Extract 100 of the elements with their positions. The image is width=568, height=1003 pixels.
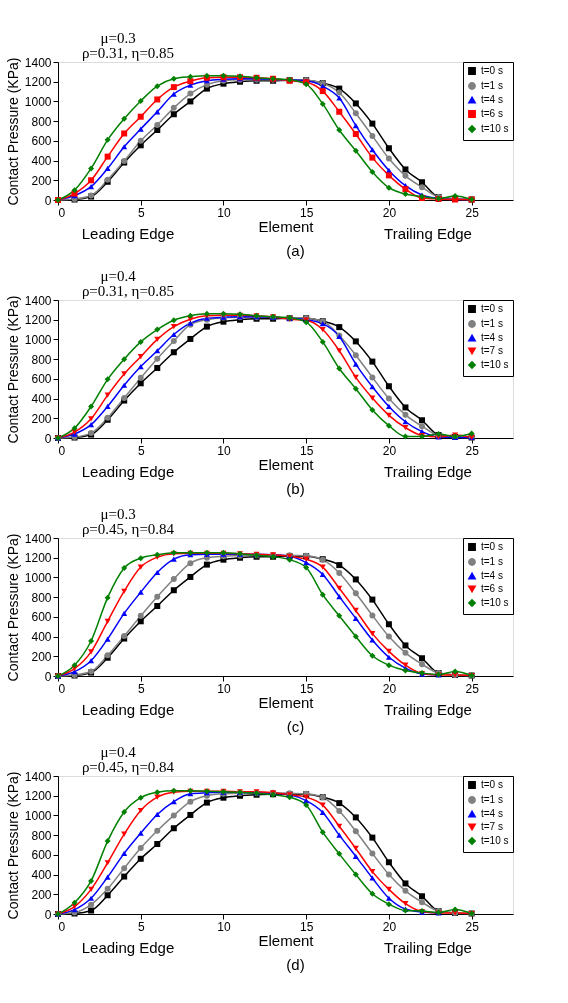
legend-label: t=1 s — [481, 80, 503, 91]
y-tick-label: 200 — [31, 887, 52, 902]
x-tick-label: 25 — [465, 681, 480, 696]
text: Trailing Edge — [384, 463, 472, 480]
legend-label: t=7 s — [481, 821, 503, 832]
y-tick-label: 1400 — [24, 531, 52, 546]
text: (c) — [286, 718, 305, 735]
y-tick-label: 0 — [44, 907, 52, 922]
legend-label: t=0 s — [481, 779, 503, 790]
x-tick-label: 15 — [300, 443, 314, 458]
text: ρ=0.45, η=0.84 — [81, 521, 175, 537]
x-tick-label: 0 — [58, 681, 66, 696]
y-tick-label: 1000 — [24, 94, 52, 109]
text: Trailing Edge — [384, 225, 472, 242]
x-tick-label: 15 — [300, 205, 314, 220]
text: Leading Edge — [81, 463, 175, 480]
y-tick-label: 1200 — [24, 75, 52, 90]
y-axis-title: Contact Pressure (KPa) — [4, 57, 21, 206]
legend-label: t=10 s — [481, 597, 509, 608]
y-tick-label: 200 — [31, 411, 52, 426]
legend-label: t=6 s — [481, 108, 503, 119]
text: Leading Edge — [81, 939, 175, 956]
x-tick-label: 15 — [300, 919, 314, 934]
x-tick-label: 25 — [465, 919, 480, 934]
y-tick-label: 800 — [31, 590, 52, 605]
x-axis-title: Element — [258, 931, 315, 949]
legend-label: t=10 s — [481, 835, 509, 846]
text: (a) — [286, 242, 305, 259]
y-tick-label: 1400 — [24, 293, 52, 308]
y-tick-label: 1200 — [24, 789, 52, 804]
y-tick-label: 1000 — [24, 808, 52, 823]
legend-label: t=0 s — [481, 541, 503, 552]
legend-label: t=4 s — [481, 808, 503, 819]
text: μ=0.4 — [100, 744, 137, 760]
y-tick-label: 600 — [31, 610, 52, 625]
legend-label: t=4 s — [481, 332, 503, 343]
x-axis-title: Element — [258, 455, 315, 473]
legend-label: t=1 s — [481, 794, 503, 805]
y-axis-title: Contact Pressure (KPa) — [4, 771, 21, 920]
legend-label: t=10 s — [481, 123, 509, 134]
x-axis-title: Element — [258, 693, 315, 711]
y-tick-label: 800 — [31, 352, 52, 367]
x-tick-label: 5 — [137, 919, 145, 934]
text: Trailing Edge — [384, 701, 472, 718]
legend-label: t=0 s — [481, 303, 503, 314]
text: Leading Edge — [81, 225, 175, 242]
y-tick-label: 1200 — [24, 313, 52, 328]
legend-label: t=4 s — [481, 570, 503, 581]
legend-label: t=6 s — [481, 583, 503, 594]
x-tick-label: 5 — [137, 205, 145, 220]
y-tick-label: 1000 — [24, 332, 52, 347]
x-tick-label: 10 — [217, 681, 231, 696]
y-tick-label: 1400 — [24, 769, 52, 784]
legend-label: t=10 s — [481, 359, 509, 370]
x-tick-label: 15 — [300, 681, 314, 696]
text: μ=0.3 — [100, 30, 136, 46]
x-tick-label: 20 — [382, 919, 397, 934]
y-tick-label: 200 — [31, 173, 52, 188]
x-tick-label: 10 — [217, 205, 231, 220]
y-tick-label: 800 — [31, 114, 52, 129]
y-tick-label: 600 — [31, 134, 52, 149]
x-tick-label: 20 — [382, 443, 397, 458]
x-tick-label: 0 — [58, 919, 66, 934]
y-tick-label: 1200 — [24, 551, 52, 566]
legend-label: t=4 s — [481, 94, 503, 105]
x-tick-label: 10 — [217, 443, 231, 458]
y-tick-label: 400 — [31, 392, 52, 407]
x-tick-label: 10 — [217, 919, 231, 934]
x-tick-label: 0 — [58, 205, 66, 220]
text: ρ=0.31, η=0.85 — [81, 283, 175, 299]
text: ρ=0.45, η=0.84 — [81, 759, 175, 775]
y-tick-label: 600 — [31, 848, 52, 863]
legend-label: t=1 s — [481, 556, 503, 567]
legend-label: t=0 s — [481, 65, 503, 76]
y-tick-label: 0 — [44, 431, 52, 446]
y-tick-label: 1000 — [24, 570, 52, 585]
y-tick-label: 1400 — [24, 55, 52, 70]
y-tick-label: 400 — [31, 868, 52, 883]
y-tick-label: 400 — [31, 154, 52, 169]
x-tick-label: 25 — [465, 205, 480, 220]
x-axis-title: Element — [258, 217, 315, 235]
legend-label: t=1 s — [481, 318, 503, 329]
y-tick-label: 200 — [31, 649, 52, 664]
text: (b) — [286, 480, 305, 497]
x-tick-label: 20 — [382, 205, 397, 220]
y-tick-label: 0 — [44, 193, 52, 208]
text: Trailing Edge — [384, 939, 472, 956]
text: Leading Edge — [81, 701, 175, 718]
text: (d) — [286, 956, 305, 973]
x-tick-label: 25 — [465, 443, 480, 458]
text: ρ=0.31, η=0.85 — [81, 45, 175, 61]
y-tick-label: 0 — [44, 669, 52, 684]
text: μ=0.4 — [100, 268, 137, 284]
x-tick-label: 20 — [382, 681, 397, 696]
x-tick-label: 5 — [137, 443, 145, 458]
y-tick-label: 800 — [31, 828, 52, 843]
legend-label: t=7 s — [481, 345, 503, 356]
y-axis-title: Contact Pressure (KPa) — [4, 533, 21, 682]
text: μ=0.3 — [100, 506, 136, 522]
y-tick-label: 400 — [31, 630, 52, 645]
